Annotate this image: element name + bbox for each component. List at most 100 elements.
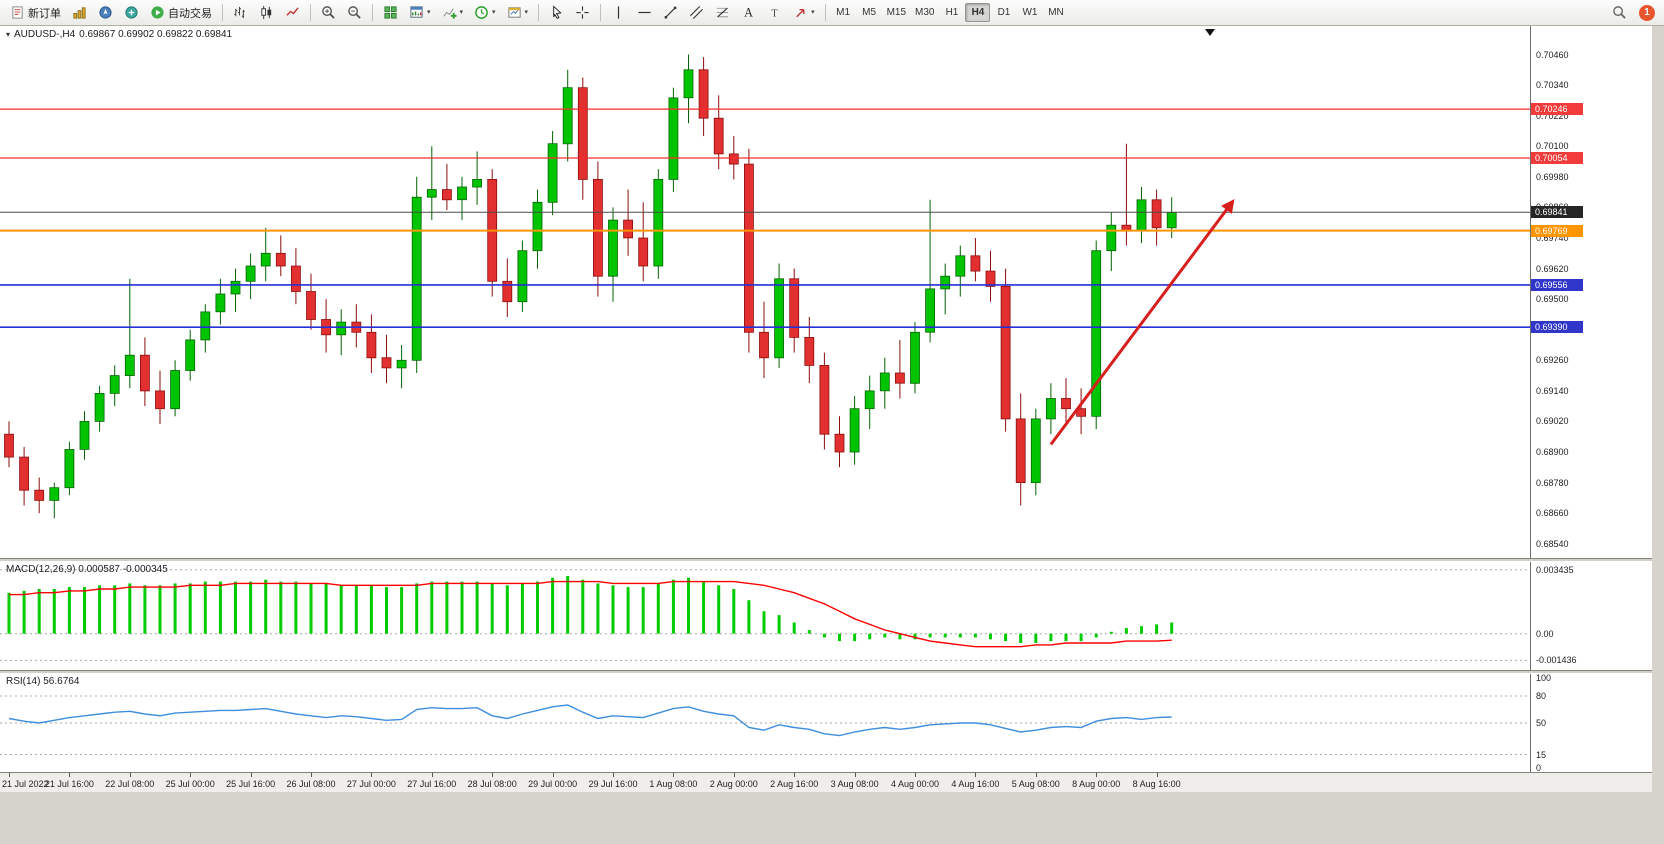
svg-text:T: T xyxy=(771,8,778,19)
time-tick xyxy=(975,773,977,777)
zoom-in-button[interactable] xyxy=(316,2,341,24)
macd-title: MACD(12,26,9) 0.000587 -0.000345 xyxy=(6,564,168,575)
notification-badge[interactable]: 1 xyxy=(1639,4,1655,21)
rsi-title: RSI(14) 56.6764 xyxy=(6,676,79,687)
templates-button[interactable]: ▾ xyxy=(502,2,534,24)
tile-windows-button[interactable] xyxy=(378,2,403,24)
time-tick xyxy=(371,773,373,777)
time-tick xyxy=(311,773,312,777)
rsi-panel[interactable]: RSI(14) 56.6764 xyxy=(0,674,1530,772)
macd-header-text: MACD(12,26,9) 0.000587 -0.000345 xyxy=(6,564,168,575)
vertical-line-button[interactable] xyxy=(606,2,631,24)
bar-chart-button[interactable] xyxy=(228,2,253,24)
chart-symbol-timeframe: AUDUSD-,H4 xyxy=(14,29,76,40)
periods-icon xyxy=(475,6,488,19)
axis-label: 0.68900 xyxy=(1536,447,1569,457)
toolbar: 新订单 自动交易 ▾ ▾ ▾ xyxy=(0,0,1664,26)
price-tag: 0.69841 xyxy=(1531,206,1583,218)
toolbar-separator xyxy=(222,4,223,21)
arrows-tool-button[interactable]: ▾ xyxy=(788,2,820,24)
price-tag: 0.69390 xyxy=(1531,321,1583,333)
time-axis-label: 2 Aug 00:00 xyxy=(709,779,758,789)
timeframe-h1[interactable]: H1 xyxy=(939,3,964,22)
new-chart-button[interactable]: ▾ xyxy=(404,2,436,24)
timeframe-m1[interactable]: M1 xyxy=(831,3,856,22)
chart-shift-marker-icon[interactable] xyxy=(1205,29,1215,36)
indicators-icon xyxy=(443,8,457,19)
price-tag: 0.70054 xyxy=(1531,152,1583,164)
panel-splitter[interactable] xyxy=(0,670,1652,674)
bar-chart-icon xyxy=(234,6,245,19)
crosshair-button[interactable] xyxy=(570,2,595,24)
text-icon: A xyxy=(744,6,753,20)
rsi-canvas[interactable] xyxy=(0,674,1530,772)
timeframe-m15[interactable]: M15 xyxy=(883,3,910,22)
timeframe-m30[interactable]: M30 xyxy=(911,3,938,22)
time-axis-label: 28 Jul 08:00 xyxy=(467,779,517,789)
macd-canvas[interactable] xyxy=(0,562,1530,670)
auto-trading-play-icon xyxy=(151,6,164,19)
terminal-button[interactable] xyxy=(119,2,144,24)
label-tool-button[interactable]: T xyxy=(762,2,787,24)
time-axis-label: 2 Aug 16:00 xyxy=(770,779,819,789)
market-watch-button[interactable] xyxy=(67,2,92,24)
time-axis-label: 5 Aug 08:00 xyxy=(1011,779,1060,789)
chevron-down-icon: ▾ xyxy=(459,9,464,16)
navigator-button[interactable] xyxy=(93,2,118,24)
time-tick xyxy=(552,773,554,777)
axis-label: 50 xyxy=(1536,718,1547,728)
main-chart-panel[interactable]: ▾ AUDUSD-,H4 0.69867 0.69902 0.69822 0.6… xyxy=(0,26,1530,558)
search-icon xyxy=(1613,6,1626,19)
candlestick-chart-button[interactable] xyxy=(254,2,279,24)
macd-panel[interactable]: MACD(12,26,9) 0.000587 -0.000345 xyxy=(0,562,1530,670)
timeframe-m5[interactable]: M5 xyxy=(857,3,882,22)
axis-label: 0.00 xyxy=(1536,629,1554,639)
time-tick xyxy=(1035,773,1037,777)
timeframe-w1[interactable]: W1 xyxy=(1017,3,1042,22)
new-order-button[interactable]: 新订单 xyxy=(5,2,66,24)
toolbar-separator xyxy=(310,4,311,21)
candlestick-chart-icon xyxy=(261,5,272,20)
time-tick xyxy=(854,773,856,777)
toolbar-separator xyxy=(372,4,373,21)
price-tag: 0.69556 xyxy=(1531,279,1583,291)
main-chart-canvas[interactable] xyxy=(0,26,1530,558)
axis-label: 0.70220 xyxy=(1536,111,1569,121)
chevron-down-icon: ▾ xyxy=(427,9,431,16)
indicators-button[interactable]: ▾ xyxy=(437,2,469,24)
channel-button[interactable] xyxy=(684,2,709,24)
price-scale[interactable]: 0.70460 0.70340 0.70220 0.70100 0.69980 0.698… xyxy=(1530,26,1652,773)
time-tick xyxy=(794,773,796,777)
search-button[interactable] xyxy=(1607,2,1632,24)
fibonacci-button[interactable] xyxy=(710,2,735,24)
time-axis-label: 3 Aug 08:00 xyxy=(830,779,879,789)
time-axis-label: 22 Jul 08:00 xyxy=(105,779,155,789)
price-tag: 0.70246 xyxy=(1531,103,1583,115)
label-icon: T xyxy=(771,8,778,19)
timeframe-h4[interactable]: H4 xyxy=(965,3,991,22)
horizontal-line-button[interactable] xyxy=(632,2,657,24)
collapse-triangle-icon[interactable]: ▾ xyxy=(6,30,11,39)
panel-splitter[interactable] xyxy=(0,558,1652,562)
cursor-button[interactable] xyxy=(544,2,569,24)
toolbar-separator xyxy=(824,4,826,21)
periods-button[interactable]: ▾ xyxy=(469,2,501,24)
new-order-icon xyxy=(12,6,23,19)
time-tick xyxy=(1156,773,1158,777)
time-axis-label: 21 Jul 2022 xyxy=(2,779,49,789)
timeframe-d1[interactable]: D1 xyxy=(991,3,1016,22)
auto-trading-button[interactable]: 自动交易 xyxy=(145,2,217,24)
axis-label: 100 xyxy=(1536,673,1552,683)
timeframe-mn[interactable]: MN xyxy=(1043,3,1068,22)
axis-label: 0.69260 xyxy=(1536,355,1569,365)
trendline-button[interactable] xyxy=(658,2,683,24)
time-axis[interactable]: 21 Jul 2022 21 Jul 16:00 22 Jul 08:00 25 Ju… xyxy=(0,772,1652,792)
auto-trading-label: 自动交易 xyxy=(168,7,212,20)
line-chart-button[interactable] xyxy=(280,2,305,24)
time-axis-label: 1 Aug 08:00 xyxy=(649,779,698,789)
text-tool-button[interactable]: A xyxy=(736,2,761,24)
rsi-header-text: RSI(14) 56.6764 xyxy=(6,676,80,687)
zoom-out-button[interactable] xyxy=(342,2,367,24)
new-chart-icon xyxy=(410,6,423,18)
